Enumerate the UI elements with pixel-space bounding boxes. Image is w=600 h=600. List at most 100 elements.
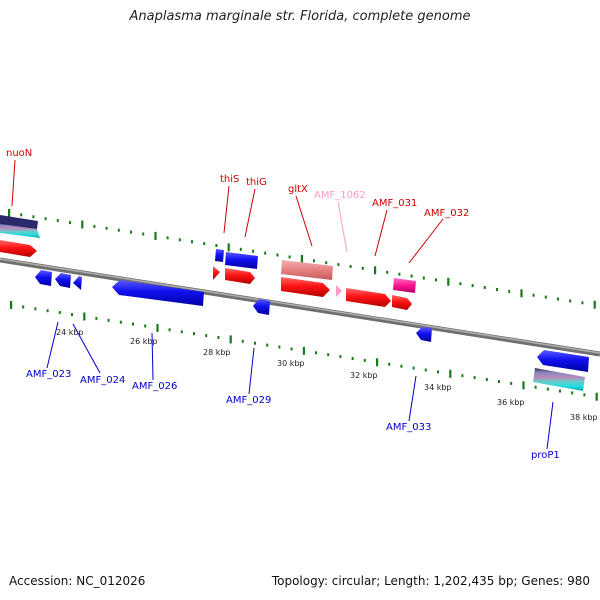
upper-tick — [276, 253, 279, 257]
genome-backbone-highlight — [0, 258, 600, 354]
label-nuoN: nuoN — [6, 148, 32, 159]
lower-tick-row — [10, 301, 598, 401]
lower-tick — [327, 353, 330, 357]
upper-tick — [557, 297, 559, 301]
upper-tick — [142, 232, 145, 236]
lower-tick — [83, 312, 86, 321]
upper-tick — [8, 209, 11, 217]
upper-tick — [69, 221, 71, 225]
gene-nuoN — [0, 240, 37, 257]
upper-tick — [117, 228, 120, 232]
lower-tick — [278, 345, 281, 349]
upper-tick — [508, 289, 511, 293]
lower-tick — [583, 393, 586, 397]
upper-tick — [56, 219, 59, 223]
lower-tick — [571, 391, 574, 395]
gene-AMF-026 — [112, 280, 204, 306]
lower-tick — [71, 313, 73, 317]
lower-tick — [95, 316, 98, 320]
upper-tick — [325, 261, 328, 265]
lower-tick — [241, 339, 244, 343]
gene-thiG — [225, 268, 255, 284]
label-AMF-023: AMF_023 — [26, 369, 71, 380]
upper-tick — [471, 284, 474, 288]
kbp-label-30: 30 kbp — [277, 359, 305, 368]
upper-tick — [374, 266, 377, 275]
map-title: Anaplasma marginale str. Florida, comple… — [129, 9, 471, 24]
gene-AMF-029 — [253, 299, 270, 315]
callout-AMF-1062 — [337, 201, 348, 253]
gene-AMF-031 — [346, 288, 391, 307]
lower-tick — [290, 347, 293, 351]
lower-tick — [156, 323, 159, 332]
lower-tick — [302, 346, 305, 355]
upper-tick — [252, 249, 254, 253]
lower-tick — [510, 381, 513, 385]
upper-tick — [178, 238, 181, 242]
lower-tick — [595, 392, 598, 401]
upper-tick — [447, 277, 450, 286]
lower-tick — [437, 370, 439, 374]
lower-tick — [339, 355, 342, 359]
kbp-label-34: 34 kbp — [424, 383, 452, 392]
lower-tick — [119, 320, 122, 324]
gene-AMF-032-cds — [392, 295, 412, 310]
lower-tick — [58, 311, 61, 315]
upper-tick — [288, 255, 291, 259]
upper-tick — [483, 286, 486, 289]
upper-tick — [227, 243, 230, 252]
upper-tick — [337, 263, 340, 267]
gene-AMF-023b — [55, 273, 71, 288]
gene-gltX-cds — [281, 277, 330, 297]
label-thiG: thiG — [246, 177, 267, 188]
kbp-label-36: 36 kbp — [497, 398, 525, 407]
lower-tick — [559, 389, 561, 393]
upper-tick-row — [8, 209, 596, 309]
upper-tick — [422, 276, 425, 280]
upper-tick — [410, 274, 413, 278]
upper-tick — [44, 217, 47, 221]
kbp-label-28: 28 kbp — [203, 348, 231, 357]
upper-tick — [398, 272, 401, 276]
lower-tick — [412, 366, 415, 370]
lower-tick — [205, 334, 208, 338]
lower-tick — [144, 324, 147, 328]
label-proP1: proP1 — [531, 450, 560, 461]
upper-tick — [20, 213, 23, 217]
upper-tick — [93, 224, 96, 228]
gene-AMF-024 — [73, 276, 82, 290]
accession-text: Accession: NC_012026 — [9, 574, 146, 588]
upper-tick — [203, 242, 206, 246]
genome-summary-text: Topology: circular; Length: 1,202,435 bp… — [271, 574, 590, 588]
lower-tick — [546, 387, 549, 391]
lower-tick — [168, 328, 171, 332]
lower-tick — [498, 380, 500, 383]
upper-tick — [459, 282, 462, 286]
gene-AMF-033 — [416, 327, 432, 342]
upper-tick — [532, 293, 535, 297]
feature-stack-right — [533, 368, 585, 391]
upper-tick — [239, 247, 242, 251]
reverse-callouts — [46, 321, 554, 450]
lower-tick — [485, 378, 488, 381]
genome-backbone — [0, 257, 600, 357]
lower-tick — [34, 307, 37, 311]
label-AMF-031: AMF_031 — [372, 198, 417, 209]
gene-nuoN-upstream — [0, 215, 38, 229]
lower-tick — [376, 358, 379, 367]
lower-tick — [473, 376, 476, 380]
label-thiS: thiS — [220, 174, 239, 185]
label-AMF-026: AMF_026 — [132, 381, 177, 392]
label-AMF-024: AMF_024 — [80, 375, 125, 386]
lower-tick — [193, 332, 195, 336]
gene-AMF-023 — [35, 270, 52, 286]
lower-tick — [10, 301, 13, 309]
lower-tick — [315, 351, 317, 355]
gene-thiS-rev — [215, 249, 224, 262]
lower-tick — [217, 336, 220, 339]
upper-tick — [215, 244, 218, 247]
kbp-label-38: 38 kbp — [570, 413, 598, 422]
lower-tick — [254, 341, 256, 345]
upper-tick — [386, 270, 389, 274]
upper-tick — [361, 266, 364, 270]
